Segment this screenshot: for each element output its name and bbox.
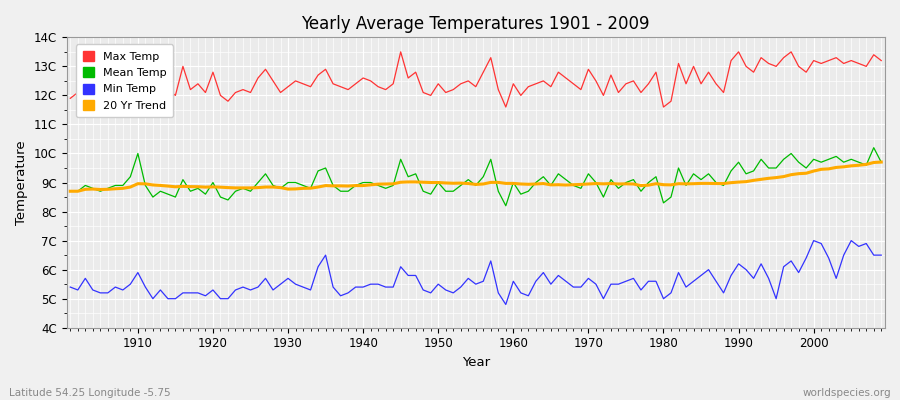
Text: Latitude 54.25 Longitude -5.75: Latitude 54.25 Longitude -5.75 [9, 388, 171, 398]
Title: Yearly Average Temperatures 1901 - 2009: Yearly Average Temperatures 1901 - 2009 [302, 15, 650, 33]
Y-axis label: Temperature: Temperature [15, 140, 28, 225]
Legend: Max Temp, Mean Temp, Min Temp, 20 Yr Trend: Max Temp, Mean Temp, Min Temp, 20 Yr Tre… [76, 44, 173, 118]
X-axis label: Year: Year [462, 356, 490, 369]
Text: worldspecies.org: worldspecies.org [803, 388, 891, 398]
